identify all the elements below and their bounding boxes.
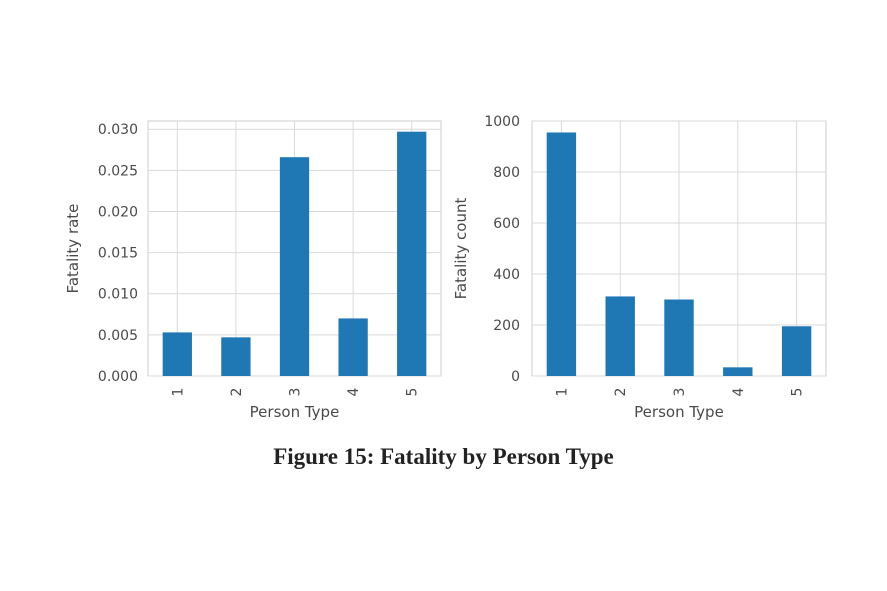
y-tick-label: 400 — [493, 267, 520, 283]
y-tick-label: 0.000 — [98, 369, 138, 385]
bar-1 — [162, 332, 192, 376]
bar-4 — [338, 318, 368, 376]
x-tick-label: 5 — [790, 388, 806, 397]
figure-caption: Figure 15: Fatality by Person Type — [273, 444, 614, 469]
y-tick-label: 0.025 — [98, 163, 138, 179]
figure-charts: 0.000 0.005 0.010 0.015 0.020 0.025 0.030 1 2 3 4 5… — [64, 114, 827, 421]
x-axis-label: Person Type — [634, 403, 724, 421]
y-tick-label: 0.030 — [98, 122, 138, 138]
bar-3 — [664, 299, 694, 376]
x-tick-label: 3 — [288, 388, 304, 397]
bar-4 — [723, 367, 753, 376]
bar-2 — [221, 337, 251, 376]
bar-3 — [279, 157, 310, 376]
y-tick-label: 0 — [511, 369, 520, 385]
bar-1 — [546, 132, 577, 376]
x-tick-label: 2 — [613, 388, 629, 397]
y-tick-label: 0.020 — [98, 204, 138, 220]
x-tick-label: 1 — [554, 388, 570, 397]
y-axis-label: Fatality rate — [64, 204, 82, 294]
y-tick-label: 0.015 — [98, 246, 138, 262]
bar-5 — [397, 131, 427, 376]
y-tick-label: 800 — [493, 165, 520, 181]
y-tick-label: 600 — [493, 216, 520, 232]
x-tick-label: 2 — [229, 388, 245, 397]
y-axis-label: Fatality count — [452, 198, 470, 300]
x-tick-label: 4 — [731, 387, 747, 396]
bar-2 — [605, 296, 635, 376]
x-tick-label: 5 — [405, 388, 421, 397]
y-tick-label: 1000 — [484, 114, 520, 130]
bar-5 — [781, 326, 812, 376]
x-tick-label: 1 — [170, 388, 186, 397]
y-tick-label: 0.010 — [98, 287, 138, 303]
y-tick-label: 0.005 — [98, 328, 138, 344]
x-tick-label: 3 — [672, 388, 688, 397]
y-tick-label: 200 — [493, 318, 520, 334]
x-tick-label: 4 — [346, 387, 362, 396]
x-axis-label: Person Type — [250, 403, 340, 421]
